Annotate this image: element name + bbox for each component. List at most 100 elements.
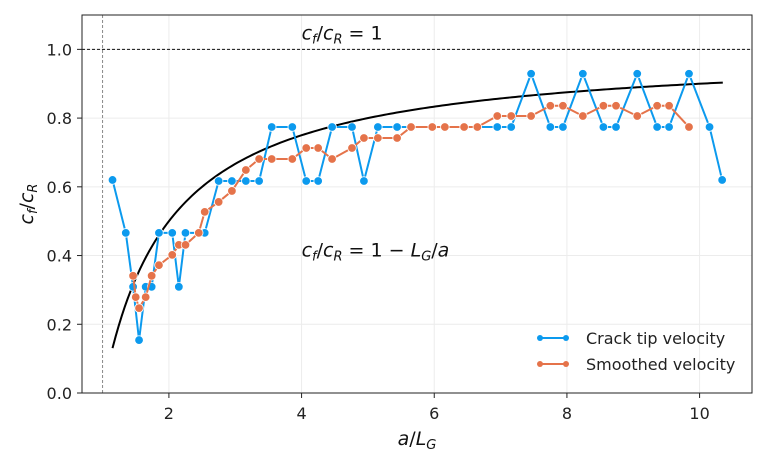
legend-item-crack-tip: Crack tip velocity bbox=[537, 329, 725, 348]
ann-unity-sub-f: f bbox=[312, 32, 319, 47]
data-point-smoothed bbox=[194, 228, 204, 238]
data-point-smoothed bbox=[254, 154, 264, 164]
data-point-smoothed bbox=[392, 133, 402, 143]
legend-swatch-smoothed-marker bbox=[563, 361, 569, 367]
y-tick-label: 0.0 bbox=[47, 384, 72, 403]
data-point-smoothed bbox=[427, 122, 437, 132]
ann-theory-sub-R: R bbox=[333, 250, 342, 265]
x-axis-ticks: 2 4 6 8 10 bbox=[164, 393, 710, 423]
data-point-smoothed bbox=[472, 122, 483, 132]
data-point-crack-tip bbox=[121, 228, 131, 238]
data-point-smoothed bbox=[213, 197, 224, 207]
data-point-smoothed bbox=[632, 111, 642, 121]
ylabel-slash: / bbox=[16, 202, 38, 209]
data-point-crack-tip bbox=[492, 122, 502, 132]
data-point-crack-tip bbox=[684, 69, 694, 79]
data-point-smoothed bbox=[440, 122, 450, 132]
ann-unity-c: c bbox=[302, 22, 313, 44]
y-axis-label: cf/cR bbox=[16, 184, 41, 225]
x-axis-label: a/LG bbox=[398, 428, 437, 453]
data-point-smoothed bbox=[287, 154, 297, 164]
data-point-crack-tip bbox=[526, 69, 536, 79]
data-point-crack-tip bbox=[180, 228, 191, 238]
y-axis-ticks: 0.0 0.2 0.4 0.6 0.8 1.0 bbox=[47, 40, 82, 403]
legend-swatch-crack-tip-marker bbox=[537, 335, 543, 341]
ann-theory-L: L bbox=[411, 240, 422, 262]
data-point-crack-tip bbox=[359, 176, 369, 186]
legend-item-smoothed: Smoothed velocity bbox=[537, 355, 735, 374]
ann-unity-c2: c bbox=[323, 22, 334, 44]
data-point-crack-tip bbox=[506, 122, 516, 132]
data-point-smoothed bbox=[180, 240, 191, 250]
data-point-crack-tip bbox=[392, 122, 402, 132]
data-point-crack-tip bbox=[664, 122, 674, 132]
data-point-crack-tip bbox=[174, 282, 184, 292]
xlabel-sub-G: G bbox=[426, 438, 436, 453]
legend-swatch-smoothed-marker bbox=[537, 361, 543, 367]
legend-label-crack-tip: Crack tip velocity bbox=[586, 329, 725, 348]
ann-theory-slash2: / bbox=[431, 240, 438, 262]
data-point-crack-tip bbox=[598, 122, 609, 132]
data-point-crack-tip bbox=[373, 122, 383, 132]
data-point-smoothed bbox=[459, 122, 469, 132]
data-point-smoothed bbox=[652, 101, 662, 111]
data-point-smoothed bbox=[545, 101, 556, 111]
data-point-crack-tip bbox=[717, 175, 727, 185]
ann-theory-mid: = 1 − bbox=[343, 240, 411, 262]
data-point-crack-tip bbox=[134, 335, 144, 345]
y-tick-label: 0.6 bbox=[47, 178, 72, 197]
ann-theory-slash: / bbox=[317, 240, 324, 262]
data-point-crack-tip bbox=[167, 228, 177, 238]
annotation-unity-line: cf/cR = 1 bbox=[302, 22, 383, 47]
series-smoothed bbox=[128, 101, 694, 313]
data-point-crack-tip bbox=[241, 176, 251, 186]
data-point-smoothed bbox=[200, 207, 210, 217]
xlabel-slash: / bbox=[409, 428, 416, 450]
data-point-crack-tip bbox=[558, 122, 568, 132]
data-point-smoothed bbox=[241, 165, 251, 175]
x-tick-label: 2 bbox=[164, 404, 174, 423]
ann-unity-slash: / bbox=[317, 22, 324, 44]
data-point-crack-tip bbox=[287, 122, 297, 132]
data-point-smoothed bbox=[664, 101, 674, 111]
ann-theory-a: a bbox=[438, 240, 450, 262]
xlabel-a: a bbox=[398, 428, 410, 450]
y-tick-label: 0.8 bbox=[47, 109, 72, 128]
data-point-smoothed bbox=[598, 101, 609, 111]
data-point-crack-tip bbox=[301, 176, 311, 186]
ann-unity-sub-R: R bbox=[333, 32, 342, 47]
reference-lines bbox=[82, 15, 752, 393]
data-point-smoothed bbox=[227, 186, 237, 196]
data-point-smoothed bbox=[406, 122, 416, 132]
data-point-smoothed bbox=[146, 271, 157, 281]
data-point-smoothed bbox=[154, 260, 164, 270]
data-point-crack-tip bbox=[254, 176, 264, 186]
data-point-crack-tip bbox=[227, 176, 237, 186]
y-tick-label: 0.4 bbox=[47, 247, 72, 266]
data-point-crack-tip bbox=[652, 122, 662, 132]
ann-theory-sub-G: G bbox=[421, 250, 431, 265]
data-point-crack-tip bbox=[611, 122, 621, 132]
series-line-crack-tip bbox=[111, 72, 724, 342]
annotation-theory-curve: cf/cR = 1 − LG/a bbox=[302, 240, 450, 265]
data-point-crack-tip bbox=[107, 175, 118, 185]
data-point-smoothed bbox=[267, 154, 277, 164]
data-point-crack-tip bbox=[267, 122, 277, 132]
legend-label-smoothed: Smoothed velocity bbox=[586, 355, 735, 374]
x-tick-label: 8 bbox=[562, 404, 572, 423]
ann-theory-sub-f: f bbox=[312, 250, 319, 265]
data-point-crack-tip bbox=[578, 69, 588, 79]
ylabel-c2: c bbox=[16, 192, 38, 203]
data-point-smoothed bbox=[128, 271, 138, 281]
data-point-smoothed bbox=[611, 101, 621, 111]
y-tick-label: 0.2 bbox=[47, 315, 72, 334]
data-point-crack-tip bbox=[545, 122, 556, 132]
data-point-smoothed bbox=[684, 122, 694, 132]
data-point-smoothed bbox=[327, 154, 337, 164]
theory-curve-group bbox=[111, 81, 723, 349]
series-line-smoothed bbox=[132, 104, 690, 310]
data-point-smoothed bbox=[373, 133, 383, 143]
legend-swatch-crack-tip-marker bbox=[563, 335, 569, 341]
ann-theory-c: c bbox=[302, 240, 313, 262]
